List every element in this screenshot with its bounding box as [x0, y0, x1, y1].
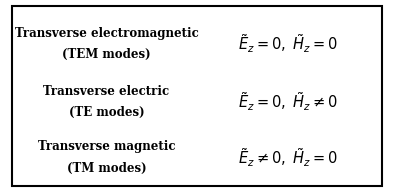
Text: $\tilde{E}_z = 0,\ \tilde{H}_z = 0$: $\tilde{E}_z = 0,\ \tilde{H}_z = 0$ — [238, 33, 338, 55]
Text: Transverse magnetic: Transverse magnetic — [38, 140, 175, 153]
Text: Transverse electromagnetic: Transverse electromagnetic — [15, 27, 198, 40]
Text: (TEM modes): (TEM modes) — [62, 48, 151, 61]
Text: Transverse electric: Transverse electric — [43, 85, 169, 98]
Text: $\tilde{E}_z = 0,\ \tilde{H}_z \neq 0$: $\tilde{E}_z = 0,\ \tilde{H}_z \neq 0$ — [238, 90, 338, 113]
FancyBboxPatch shape — [12, 6, 382, 186]
Text: (TM modes): (TM modes) — [67, 161, 146, 175]
Text: (TE modes): (TE modes) — [69, 106, 144, 119]
Text: $\tilde{E}_z \neq 0,\ \tilde{H}_z = 0$: $\tilde{E}_z \neq 0,\ \tilde{H}_z = 0$ — [238, 146, 338, 169]
